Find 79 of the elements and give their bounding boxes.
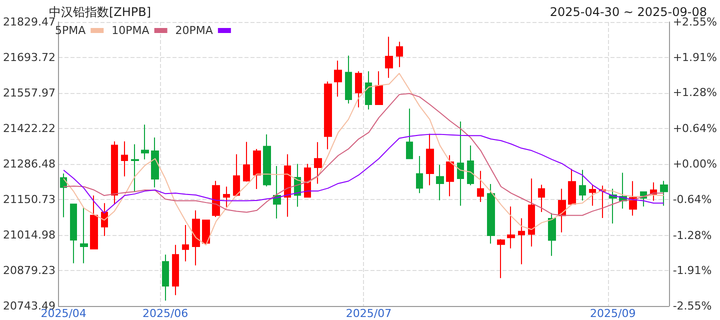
candlestick [223, 186, 230, 208]
candlestick [446, 154, 454, 197]
candlestick [518, 218, 525, 265]
candlestick [589, 184, 596, 206]
x-tick-label: 2025/06 [142, 307, 188, 320]
candlestick [375, 70, 383, 105]
candlestick [660, 180, 668, 206]
y2-tick-label: +0.00% [672, 158, 718, 170]
candlestick [406, 108, 413, 160]
legend-label: 10PMA [112, 24, 150, 37]
candlestick [467, 145, 474, 186]
y-tick-label: 21150.73 [2, 193, 56, 206]
candlestick [507, 206, 515, 249]
candlestick [426, 133, 434, 186]
candlestick [487, 184, 495, 244]
y2-tick-label: -2.55% [672, 300, 712, 312]
candlestick [121, 140, 128, 177]
candlestick [355, 70, 362, 108]
candlestick [162, 254, 169, 302]
x-tick-label: 2025/04 [40, 307, 86, 320]
line-series [63, 93, 664, 216]
candlestick [548, 212, 556, 256]
line-series [63, 134, 664, 214]
candlestick [579, 169, 586, 201]
candlestick [273, 165, 281, 220]
candlestick [609, 188, 617, 224]
y-tick-label: 21693.72 [2, 51, 56, 64]
x-tick-label: 2025/09 [590, 307, 636, 320]
candlestick [253, 148, 261, 190]
candlestick [477, 170, 484, 203]
candlestick [528, 178, 535, 248]
candlestick [202, 220, 210, 245]
x-tick-label: 2025/07 [346, 307, 392, 320]
y-tick-label: 20879.23 [2, 264, 56, 277]
candlestick [436, 164, 444, 201]
candlestick [80, 206, 88, 264]
candlestick [334, 60, 342, 98]
candlestick [365, 70, 372, 110]
candlestick [151, 136, 159, 188]
y-tick-label: 21557.97 [2, 86, 56, 100]
y-tick-label: 21286.48 [2, 158, 56, 170]
candlestick [172, 244, 179, 296]
candlestick [243, 141, 250, 182]
candlestick [345, 55, 352, 104]
candlestick [558, 188, 566, 233]
candlestick [233, 154, 240, 197]
candlestick [111, 140, 118, 205]
y2-tick-label: -1.28% [672, 228, 712, 242]
y2-tick-label: +1.91% [672, 51, 718, 64]
candlestick [212, 180, 220, 218]
candlestick [324, 80, 332, 150]
candlestick [385, 36, 393, 78]
y2-tick-label: -1.91% [672, 264, 712, 277]
candlestick [284, 154, 291, 218]
candlestick [90, 195, 98, 250]
candlestick [416, 156, 423, 194]
candlestick [304, 163, 311, 198]
candlestick [192, 210, 200, 266]
candlestick [70, 203, 77, 264]
candlestick [60, 173, 67, 218]
legend-label: 5PMA [54, 24, 86, 37]
y2-tick-label: +1.28% [672, 86, 718, 100]
candlestick [457, 121, 464, 206]
y-tick-label: 21422.22 [2, 122, 56, 135]
candlestick [314, 142, 322, 184]
candlestick [538, 184, 545, 212]
y2-tick-label: +0.64% [672, 122, 718, 135]
candlestick [182, 224, 189, 262]
legend-label: 20PMA [175, 24, 214, 37]
candlestick [396, 41, 403, 68]
candlestick [131, 144, 139, 192]
y-tick-label: 21014.98 [2, 228, 56, 242]
y2-tick-label: -0.64% [672, 193, 712, 206]
candlestick [497, 238, 505, 279]
candlestick [141, 124, 149, 160]
line-series [63, 72, 664, 246]
candlestick [263, 134, 271, 187]
candlestick [568, 168, 576, 206]
candlestick [101, 202, 108, 237]
